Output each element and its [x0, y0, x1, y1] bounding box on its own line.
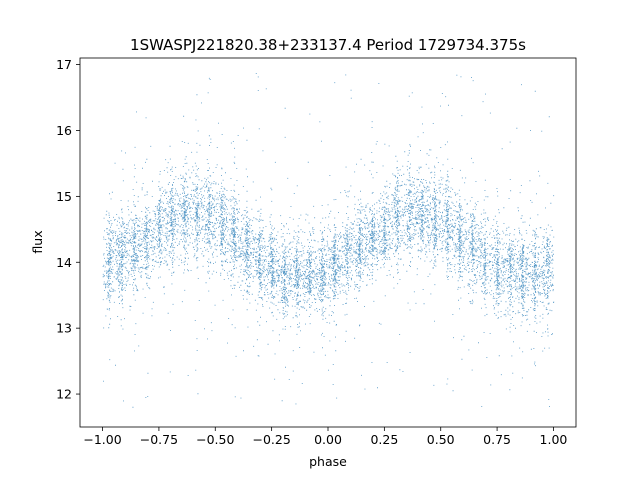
x-tick-label: 0.75	[483, 432, 511, 447]
x-tick-label: 0.00	[314, 432, 342, 447]
x-tick-label: 1.00	[540, 432, 568, 447]
x-tick-label: −0.75	[140, 432, 178, 447]
y-tick-label: 17	[56, 57, 72, 72]
y-tick-label: 14	[56, 255, 72, 270]
y-tick-label: 12	[56, 387, 72, 402]
y-tick-label: 13	[56, 321, 72, 336]
y-axis: 12 13 14 15 16 17	[56, 57, 80, 402]
y-tick-label: 16	[56, 123, 72, 138]
x-tick-label: −0.25	[252, 432, 290, 447]
x-tick-label: 0.50	[427, 432, 455, 447]
x-axis-label: phase	[309, 454, 347, 469]
x-tick-label: 0.25	[370, 432, 398, 447]
y-tick-label: 15	[56, 189, 72, 204]
y-axis-label: flux	[30, 230, 45, 253]
chart-title: 1SWASPJ221820.38+233137.4 Period 1729734…	[130, 36, 526, 54]
x-tick-label: −0.50	[196, 432, 234, 447]
x-tick-label: −1.00	[83, 432, 121, 447]
x-axis: −1.00 −0.75 −0.50 −0.25 0.00 0.25 0.50 0.75 1.00	[83, 427, 567, 447]
